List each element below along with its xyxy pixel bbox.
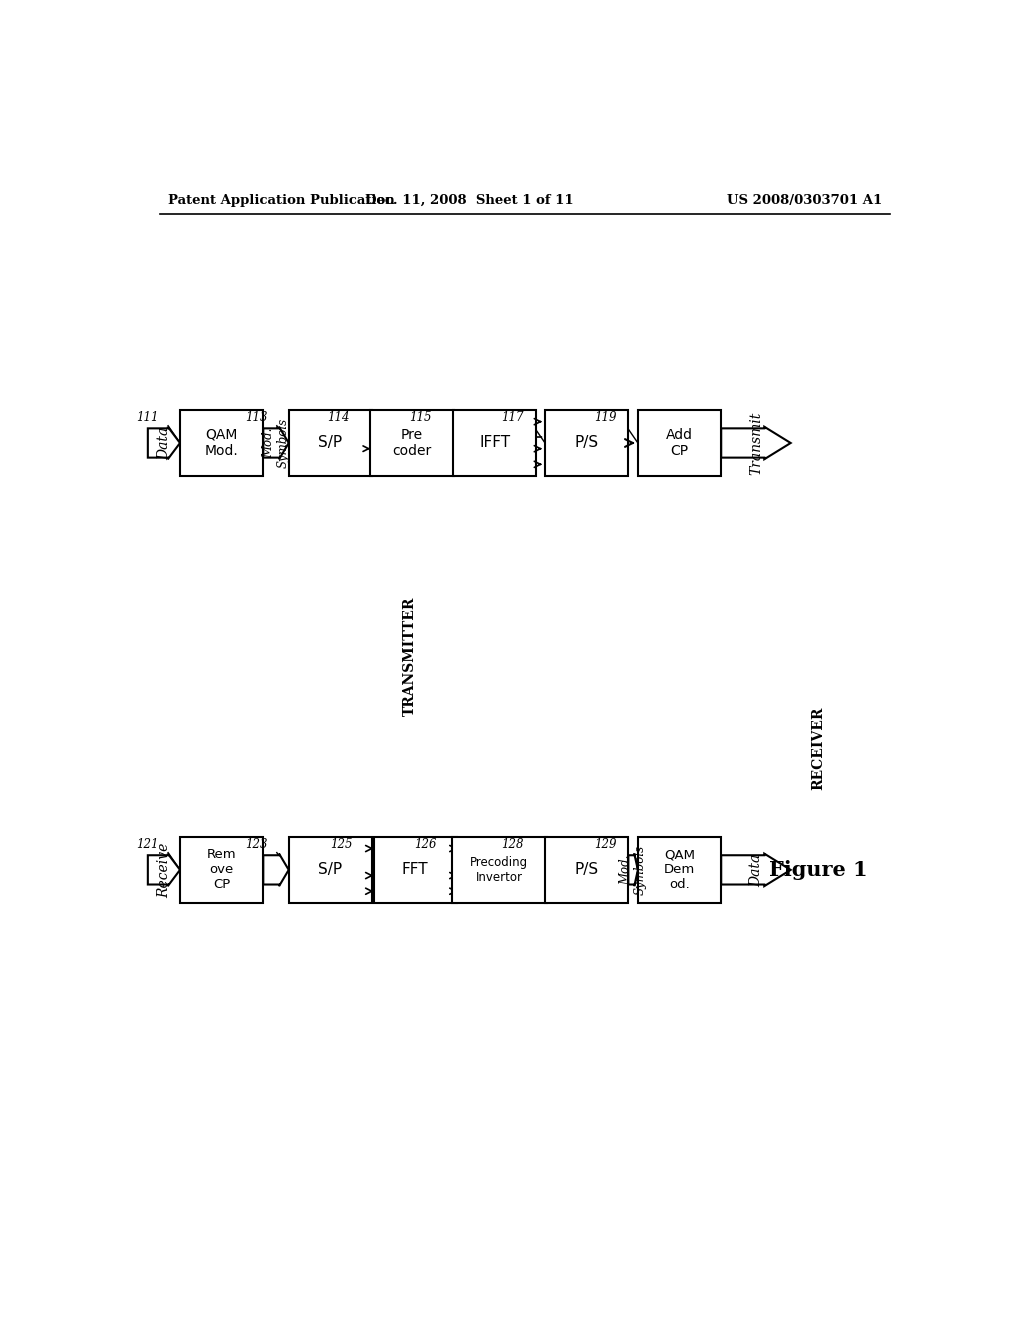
Bar — [371, 411, 454, 477]
Text: FFT: FFT — [402, 862, 429, 878]
Text: IFFT: IFFT — [479, 436, 510, 450]
Bar — [452, 837, 547, 903]
Bar — [180, 837, 263, 903]
Text: Mod.
Symbols: Mod. Symbols — [262, 418, 290, 469]
Text: 125: 125 — [330, 838, 352, 851]
Text: 119: 119 — [594, 411, 616, 424]
Text: Pre
coder: Pre coder — [392, 428, 432, 458]
Text: Dec. 11, 2008  Sheet 1 of 11: Dec. 11, 2008 Sheet 1 of 11 — [365, 194, 573, 207]
Polygon shape — [629, 854, 638, 886]
Text: QAM
Mod.: QAM Mod. — [205, 428, 239, 458]
Text: Rem
ove
CP: Rem ove CP — [207, 849, 237, 891]
Text: 126: 126 — [414, 838, 436, 851]
Text: Add
CP: Add CP — [666, 428, 693, 458]
Text: Patent Application Publication: Patent Application Publication — [168, 194, 394, 207]
Text: 113: 113 — [245, 411, 267, 424]
Text: 114: 114 — [327, 411, 349, 424]
Text: 123: 123 — [245, 838, 267, 851]
Bar — [453, 411, 537, 477]
Bar — [545, 411, 629, 477]
Text: Data: Data — [157, 426, 171, 459]
Bar — [374, 837, 457, 903]
Text: Transmit: Transmit — [749, 412, 763, 475]
Polygon shape — [147, 854, 180, 886]
Text: 128: 128 — [502, 838, 524, 851]
Text: 111: 111 — [136, 411, 159, 424]
Bar — [289, 837, 372, 903]
Text: RECEIVER: RECEIVER — [811, 706, 825, 789]
Text: Precoding
Invertor: Precoding Invertor — [470, 855, 528, 884]
Text: 129: 129 — [594, 838, 616, 851]
Text: Receive: Receive — [157, 842, 171, 898]
Text: 117: 117 — [502, 411, 524, 424]
Text: S/P: S/P — [318, 862, 342, 878]
Text: TRANSMITTER: TRANSMITTER — [402, 597, 417, 717]
Text: S/P: S/P — [318, 436, 342, 450]
Bar — [180, 411, 263, 477]
Text: QAM
Dem
od.: QAM Dem od. — [664, 849, 695, 891]
Polygon shape — [263, 854, 289, 886]
Bar — [289, 411, 372, 477]
Text: 121: 121 — [136, 838, 159, 851]
Bar — [545, 837, 629, 903]
Text: Data: Data — [749, 853, 763, 887]
Bar — [638, 837, 721, 903]
Text: P/S: P/S — [574, 862, 599, 878]
Text: Mod.
Symbols: Mod. Symbols — [620, 845, 646, 895]
Text: Figure 1: Figure 1 — [769, 859, 867, 880]
Bar — [638, 411, 721, 477]
Text: US 2008/0303701 A1: US 2008/0303701 A1 — [727, 194, 882, 207]
Polygon shape — [721, 426, 791, 459]
Polygon shape — [147, 426, 180, 459]
Polygon shape — [721, 854, 791, 886]
Text: 115: 115 — [410, 411, 432, 424]
Text: P/S: P/S — [574, 436, 599, 450]
Polygon shape — [263, 426, 289, 459]
